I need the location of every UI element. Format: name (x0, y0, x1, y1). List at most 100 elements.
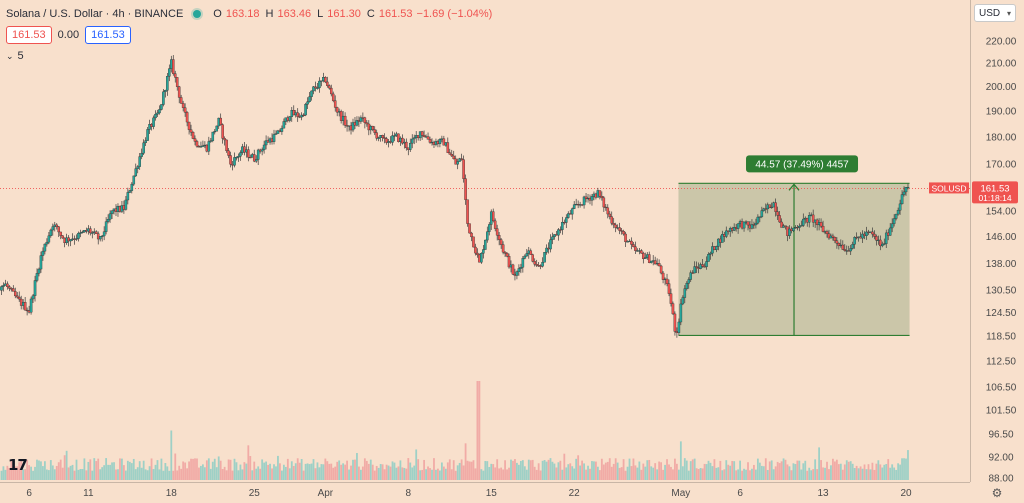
volume-bar (132, 458, 135, 480)
volume-bar (361, 466, 364, 480)
volume-bar (103, 465, 106, 480)
volume-bar (547, 459, 550, 480)
volume-bar (44, 461, 46, 480)
volume-bar (859, 466, 862, 480)
volume-bar (828, 469, 830, 480)
volume-bar (294, 463, 297, 480)
y-tick-label: 118.50 (986, 332, 1016, 343)
volume-bar (492, 464, 495, 480)
volume-bar (666, 459, 668, 480)
candle-body (630, 240, 633, 245)
volume-bar (776, 461, 779, 480)
candle-body (598, 190, 602, 197)
candle-body (67, 237, 70, 242)
candle-body (363, 117, 367, 123)
volume-bar (93, 458, 96, 480)
symbol-price-tag (929, 182, 969, 194)
x-tick-label: 25 (249, 488, 261, 499)
currency-select[interactable]: USD ▾ (974, 4, 1016, 22)
candle-body (316, 87, 319, 89)
volume-bar (612, 463, 615, 480)
volume-bar (656, 469, 659, 480)
currency-label: USD (979, 7, 1001, 19)
candle-body (620, 230, 623, 232)
volume-bar (608, 458, 611, 480)
tradingview-logo[interactable]: 17 (8, 456, 28, 474)
volume-bar (460, 459, 463, 480)
volume-bar (636, 467, 639, 480)
sell-price-button[interactable]: 161.53 (6, 26, 52, 44)
candle-body (561, 221, 564, 230)
volume-bar (279, 463, 281, 480)
price-axis-panel[interactable] (970, 0, 1024, 503)
volume-bar (668, 464, 670, 480)
candle-body (138, 156, 141, 167)
indicators-toggle[interactable]: ⌄ 5 (6, 50, 24, 62)
candle-body (81, 231, 84, 233)
volume-bar (12, 463, 15, 480)
volume-bar (883, 464, 886, 480)
volume-bar (174, 453, 177, 480)
chevron-down-icon[interactable]: ⌄ (6, 50, 14, 61)
candle-body (511, 264, 515, 275)
volume-bar (863, 464, 866, 480)
volume-bar (853, 468, 856, 480)
volume-bar (427, 466, 429, 480)
candle-body (458, 158, 461, 162)
volume-bar (875, 463, 878, 480)
volume-bar (512, 460, 514, 480)
candle-body (237, 156, 240, 158)
volume-bar (691, 459, 694, 480)
volume-bar (480, 469, 483, 480)
measure-label-box[interactable] (746, 155, 859, 173)
volume-bar (841, 469, 844, 480)
volume-bar (200, 465, 202, 480)
candle-body (758, 216, 762, 218)
market-status-icon[interactable] (193, 10, 202, 18)
volume-bar (51, 465, 54, 480)
volume-bar (267, 464, 269, 480)
symbol-title[interactable]: Solana / U.S. Dollar · 4h · BINANCE (6, 8, 184, 20)
volume-bar (772, 469, 775, 480)
chevron-down-icon: ▾ (1006, 8, 1011, 18)
candle-body (819, 222, 823, 227)
volume-bar (158, 469, 161, 480)
volume-bar (73, 470, 76, 480)
volume-bar (897, 463, 899, 480)
open-label: O (213, 8, 222, 20)
volume-bar (318, 467, 321, 480)
volume-bar (626, 466, 629, 480)
buy-price-button[interactable]: 161.53 (85, 26, 131, 44)
volume-bar (67, 467, 70, 480)
volume-bar (660, 462, 662, 480)
volume-bar (391, 461, 394, 480)
volume-bar (644, 466, 647, 480)
volume-bar (476, 381, 479, 480)
candle-body (671, 303, 675, 315)
volume-bar (320, 464, 323, 480)
volume-bar (873, 469, 876, 480)
candle-body (653, 260, 657, 265)
settings-gear-icon[interactable]: ⚙ (991, 486, 1003, 500)
candle-body (199, 146, 203, 148)
volume-bar (650, 466, 653, 480)
candle-body (750, 224, 754, 229)
volume-bar (855, 465, 858, 480)
volume-bar (851, 463, 854, 480)
candle-body (43, 243, 47, 252)
bid-ask-panel: 161.53 0.00 161.53 (6, 26, 131, 44)
candle-body (55, 224, 59, 227)
candle-body (280, 127, 284, 132)
volume-bar (59, 459, 62, 480)
candle-body (754, 222, 758, 226)
volume-bar (381, 464, 384, 480)
volume-bar (806, 470, 809, 480)
volume-bar (40, 461, 42, 480)
volume-bar (227, 459, 230, 480)
volume-bar (91, 470, 94, 480)
volume-bar (454, 470, 457, 480)
volume-bar (403, 467, 406, 480)
volume-bar (881, 467, 884, 480)
